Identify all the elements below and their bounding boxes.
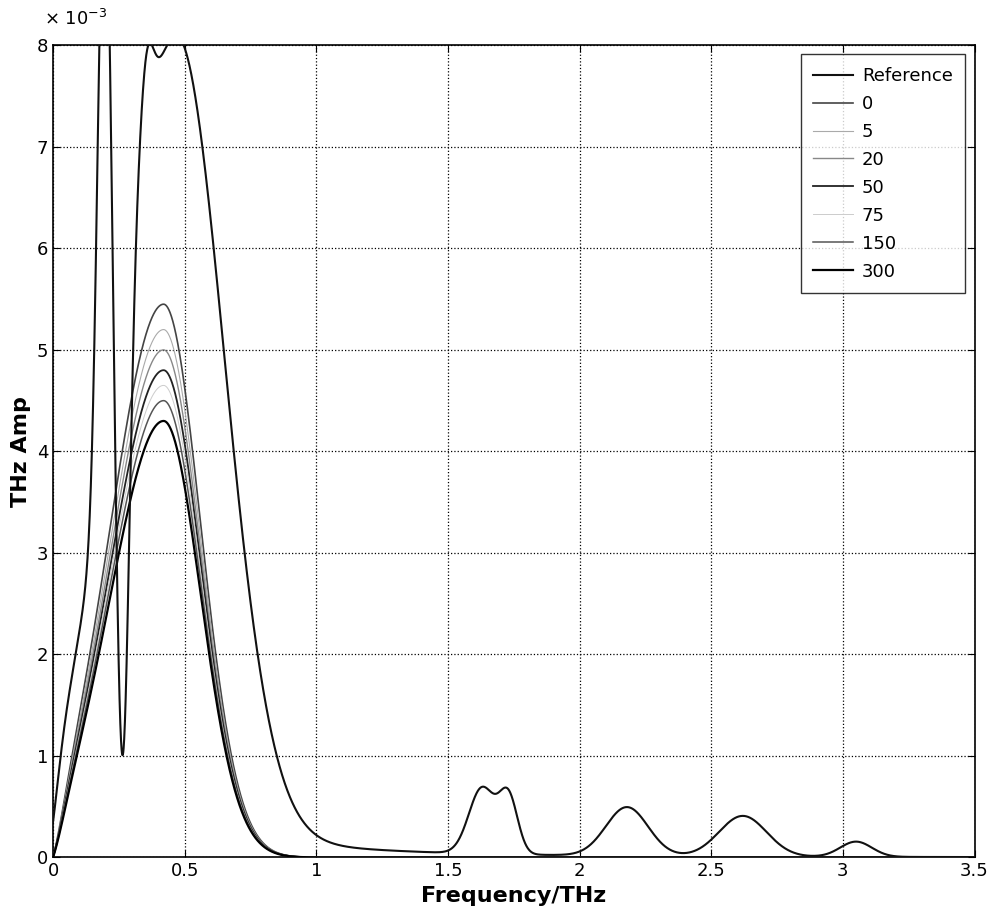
50	[969, 852, 981, 863]
300	[805, 852, 817, 863]
0	[399, 852, 411, 863]
Line: 150: 150	[53, 401, 975, 857]
50	[47, 852, 59, 863]
75	[646, 852, 658, 863]
75	[600, 852, 612, 863]
300	[47, 852, 59, 863]
150	[399, 852, 411, 863]
Line: 50: 50	[53, 370, 975, 857]
75	[399, 852, 411, 863]
Line: 20: 20	[53, 350, 975, 857]
20	[158, 345, 170, 356]
Reference	[399, 845, 411, 856]
0	[158, 299, 170, 310]
5	[805, 852, 817, 863]
75	[47, 852, 59, 863]
50	[215, 704, 227, 715]
Reference	[805, 850, 817, 861]
Reference	[735, 811, 747, 822]
5	[399, 852, 411, 863]
50	[805, 852, 817, 863]
20	[47, 852, 59, 863]
50	[646, 852, 658, 863]
Reference	[600, 821, 612, 832]
5	[600, 852, 612, 863]
20	[646, 852, 658, 863]
50	[735, 852, 747, 863]
75	[215, 709, 227, 720]
150	[735, 852, 747, 863]
0	[735, 852, 747, 863]
Line: 300: 300	[53, 421, 975, 857]
Text: $\times$ 10$^{-3}$: $\times$ 10$^{-3}$	[44, 9, 107, 29]
75	[969, 852, 981, 863]
50	[399, 852, 411, 863]
150	[805, 852, 817, 863]
Line: 75: 75	[53, 385, 975, 857]
Line: Reference: Reference	[53, 0, 975, 857]
20	[399, 852, 411, 863]
75	[158, 380, 170, 391]
5	[646, 852, 658, 863]
20	[215, 699, 227, 710]
20	[969, 852, 981, 863]
150	[646, 852, 658, 863]
300	[646, 852, 658, 863]
Legend: Reference, 0, 5, 20, 50, 75, 150, 300: Reference, 0, 5, 20, 50, 75, 150, 300	[801, 54, 965, 293]
150	[969, 852, 981, 863]
0	[600, 852, 612, 863]
Y-axis label: THz Amp: THz Amp	[11, 396, 31, 507]
0	[969, 852, 981, 863]
X-axis label: Frequency/THz: Frequency/THz	[421, 886, 606, 906]
150	[600, 852, 612, 863]
150	[215, 713, 227, 724]
150	[158, 395, 170, 406]
5	[735, 852, 747, 863]
5	[215, 692, 227, 703]
0	[215, 684, 227, 695]
5	[969, 852, 981, 863]
Reference	[646, 827, 658, 838]
300	[399, 852, 411, 863]
0	[646, 852, 658, 863]
300	[158, 415, 170, 426]
150	[47, 852, 59, 863]
20	[600, 852, 612, 863]
5	[47, 852, 59, 863]
300	[735, 852, 747, 863]
300	[600, 852, 612, 863]
Line: 0: 0	[53, 304, 975, 857]
Line: 5: 5	[53, 329, 975, 857]
0	[805, 852, 817, 863]
5	[158, 324, 170, 335]
300	[969, 852, 981, 863]
300	[215, 720, 227, 731]
75	[735, 852, 747, 863]
50	[158, 365, 170, 376]
20	[735, 852, 747, 863]
Reference	[969, 852, 981, 863]
0	[47, 852, 59, 863]
50	[600, 852, 612, 863]
Reference	[215, 312, 227, 323]
Reference	[47, 816, 59, 827]
75	[805, 852, 817, 863]
20	[805, 852, 817, 863]
